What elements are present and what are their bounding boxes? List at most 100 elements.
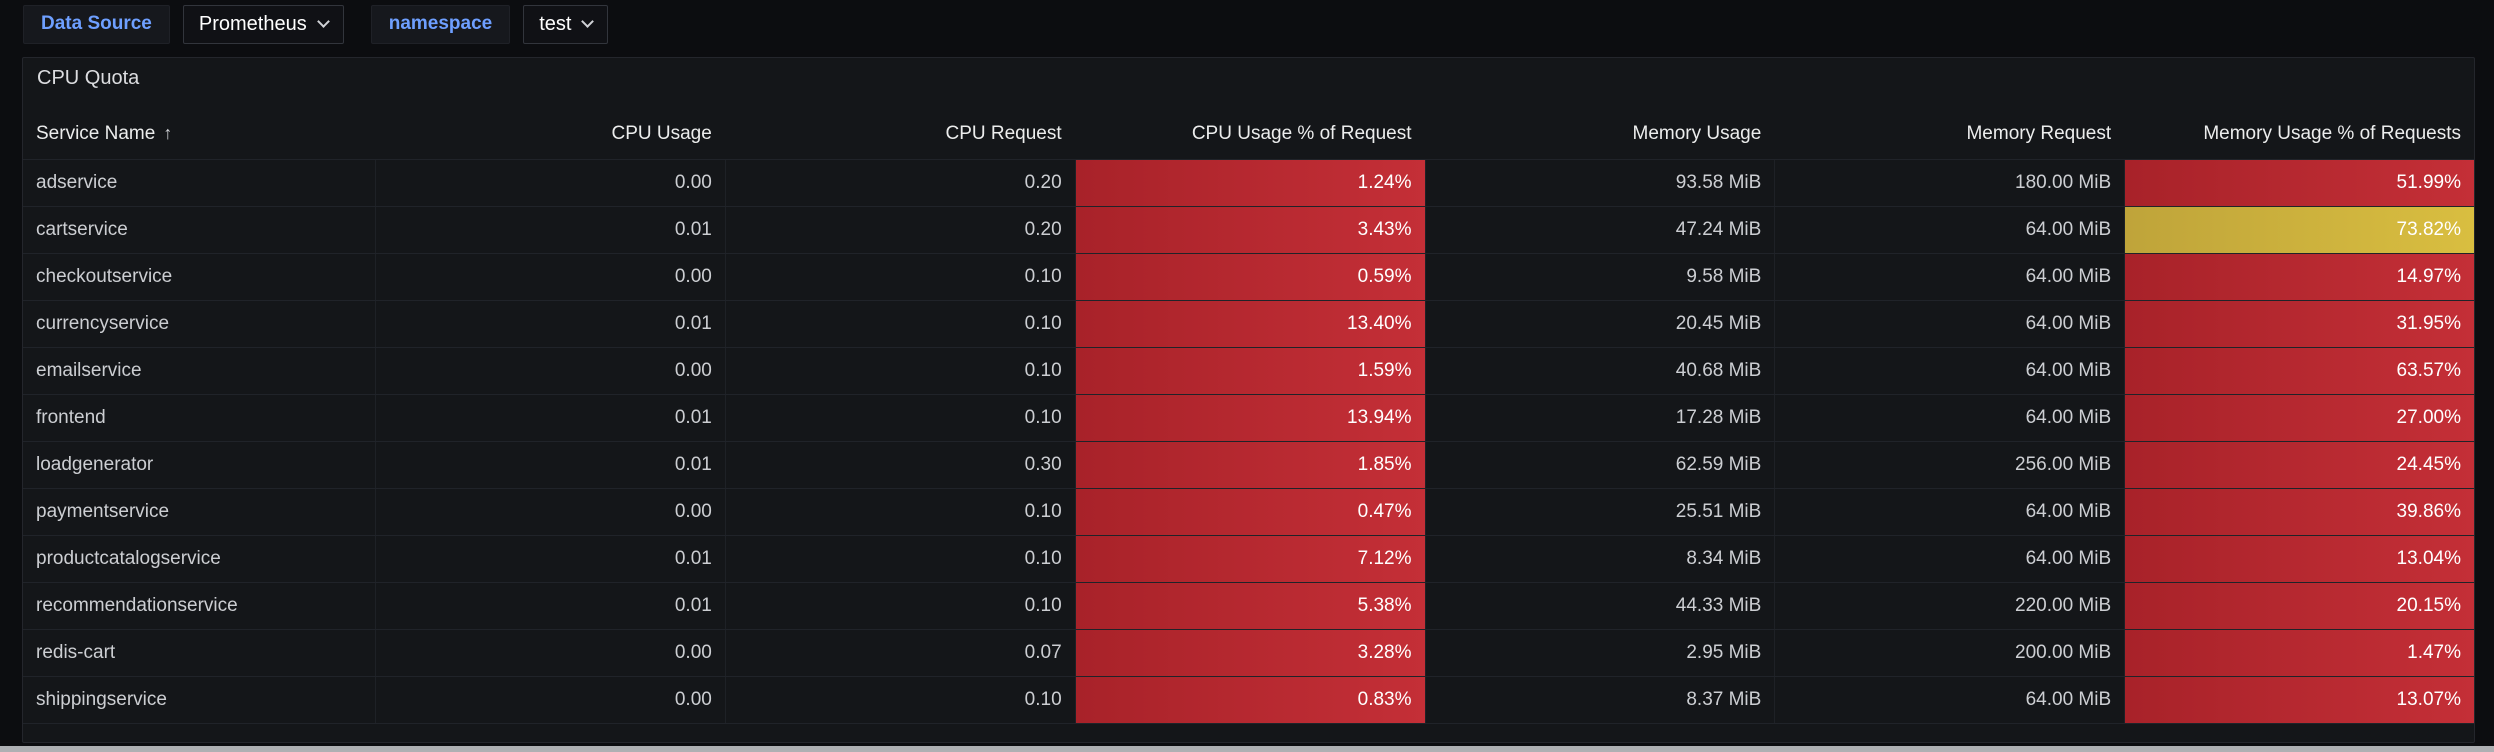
column-header-memory-usage[interactable]: Memory Usage (1425, 108, 1775, 159)
cell-memory-request: 64.00 MiB (1774, 677, 2124, 723)
cell-memory-request: 64.00 MiB (1774, 536, 2124, 582)
cell-memory-usage-pct: 1.47% (2124, 630, 2474, 676)
table-row: emailservice 0.00 0.10 1.59% 40.68 MiB 64.00 … (23, 347, 2474, 394)
cpu-quota-table: Service Name ↑ CPU Usage CPU Request CPU Usa… (23, 108, 2474, 724)
cell-cpu-usage-pct: 7.12% (1074, 536, 1425, 582)
column-header-cpu-usage[interactable]: CPU Usage (375, 108, 725, 159)
cell-cpu-usage-pct: 1.24% (1074, 160, 1425, 206)
column-header-label: Memory Usage % of Requests (2203, 122, 2461, 144)
cell-cpu-usage: 0.00 (375, 254, 725, 300)
cell-memory-usage: 8.34 MiB (1424, 536, 1775, 582)
cell-memory-usage: 25.51 MiB (1424, 489, 1775, 535)
cell-memory-request: 180.00 MiB (1774, 160, 2124, 206)
cell-memory-usage-pct: 13.07% (2124, 677, 2474, 723)
cell-memory-usage-pct: 24.45% (2124, 442, 2474, 488)
cell-cpu-usage-pct: 1.59% (1074, 348, 1425, 394)
column-header-memory-request[interactable]: Memory Request (1774, 108, 2124, 159)
table-row: loadgenerator 0.01 0.30 1.85% 62.59 MiB 256.0… (23, 441, 2474, 488)
cell-cpu-usage-pct: 13.94% (1074, 395, 1425, 441)
table-row: productcatalogservice 0.01 0.10 7.12% 8.34 M… (23, 535, 2474, 582)
cell-service-name: loadgenerator (36, 454, 154, 475)
table-row: adservice 0.00 0.20 1.24% 93.58 MiB 180.00 Mi… (23, 159, 2474, 206)
variable-group-namespace: namespace test (370, 4, 609, 44)
cell-cpu-request: 0.10 (724, 677, 1075, 723)
datasource-dropdown-value: Prometheus (198, 12, 307, 35)
column-header-label: Service Name (36, 122, 156, 144)
cell-cpu-usage: 0.00 (375, 489, 725, 535)
cell-cpu-request: 0.10 (724, 254, 1075, 300)
cell-memory-usage-pct: 27.00% (2124, 395, 2474, 441)
cell-memory-usage-pct: 63.57% (2124, 348, 2474, 394)
cell-memory-usage-pct: 73.82% (2124, 207, 2474, 253)
cell-memory-request: 200.00 MiB (1774, 630, 2124, 676)
cell-memory-usage: 9.58 MiB (1424, 254, 1775, 300)
column-header-cpu-request[interactable]: CPU Request (725, 108, 1075, 159)
cell-memory-usage: 20.45 MiB (1424, 301, 1775, 347)
cell-cpu-usage-pct: 3.28% (1074, 630, 1425, 676)
cell-cpu-request: 0.10 (724, 583, 1075, 629)
namespace-dropdown[interactable]: test (523, 4, 609, 44)
column-header-cpu-usage-of-request[interactable]: CPU Usage % of Request (1075, 108, 1425, 159)
cell-memory-request: 64.00 MiB (1774, 207, 2124, 253)
chevron-down-icon (316, 15, 330, 28)
cell-memory-request: 256.00 MiB (1774, 442, 2124, 488)
cell-service-name: adservice (36, 172, 118, 193)
cell-memory-usage-pct: 13.04% (2124, 536, 2474, 582)
cell-cpu-usage-pct: 0.47% (1074, 489, 1425, 535)
cell-memory-request: 64.00 MiB (1774, 395, 2124, 441)
column-header-label: CPU Request (945, 122, 1062, 144)
cell-service-name: shippingservice (36, 689, 167, 710)
cell-cpu-request: 0.20 (724, 160, 1075, 206)
cell-cpu-request: 0.10 (724, 536, 1075, 582)
cell-cpu-usage: 0.00 (375, 677, 725, 723)
cell-service-name: emailservice (36, 360, 142, 381)
cell-cpu-usage: 0.01 (375, 301, 725, 347)
cell-cpu-usage: 0.01 (375, 395, 725, 441)
cell-service-name: productcatalogservice (36, 548, 221, 569)
cell-cpu-request: 0.10 (724, 348, 1075, 394)
cell-memory-usage: 44.33 MiB (1424, 583, 1775, 629)
variable-label-datasource: Data Source (23, 4, 170, 44)
cell-cpu-usage: 0.00 (375, 348, 725, 394)
cell-cpu-usage-pct: 3.43% (1074, 207, 1425, 253)
column-header-label: Memory Request (1966, 122, 2112, 144)
cell-service-name: checkoutservice (36, 266, 173, 287)
table-row: recommendationservice 0.01 0.10 5.38% 44.33 … (23, 582, 2474, 629)
table-row: redis-cart 0.00 0.07 3.28% 2.95 MiB 200.00 Mi… (23, 629, 2474, 676)
cell-memory-request: 220.00 MiB (1774, 583, 2124, 629)
cell-memory-request: 64.00 MiB (1774, 301, 2124, 347)
cell-memory-usage-pct: 14.97% (2124, 254, 2474, 300)
table-row: paymentservice 0.00 0.10 0.47% 25.51 MiB 64.0… (23, 488, 2474, 535)
cell-cpu-usage-pct: 1.85% (1074, 442, 1425, 488)
cell-memory-request: 64.00 MiB (1774, 348, 2124, 394)
cell-service-name: recommendationservice (36, 595, 238, 616)
cell-cpu-request: 0.30 (724, 442, 1075, 488)
namespace-dropdown-value: test (539, 12, 572, 35)
cpu-quota-panel: CPU Quota Service Name ↑ CPU Usage CPU Requ… (22, 57, 2475, 743)
column-header-memory-usage-of-requests[interactable]: Memory Usage % of Requests (2124, 108, 2474, 159)
cell-cpu-usage-pct: 13.40% (1074, 301, 1425, 347)
cell-cpu-request: 0.07 (724, 630, 1075, 676)
variable-label-namespace: namespace (370, 4, 511, 44)
cell-service-name: cartservice (36, 219, 128, 240)
variable-group-datasource: Data Source Prometheus (23, 4, 344, 44)
cell-cpu-usage: 0.01 (375, 207, 725, 253)
cell-cpu-usage-pct: 0.83% (1074, 677, 1425, 723)
table-row: checkoutservice 0.00 0.10 0.59% 9.58 MiB 64.0… (23, 253, 2474, 300)
cell-cpu-usage-pct: 5.38% (1074, 583, 1425, 629)
cell-service-name: paymentservice (36, 501, 170, 522)
panel-title[interactable]: CPU Quota (37, 66, 140, 89)
cell-cpu-request: 0.20 (724, 207, 1075, 253)
table-row: cartservice 0.01 0.20 3.43% 47.24 MiB 64.00 M… (23, 206, 2474, 253)
cell-cpu-usage: 0.00 (375, 630, 725, 676)
cell-memory-usage: 93.58 MiB (1424, 160, 1775, 206)
cell-cpu-usage: 0.01 (375, 536, 725, 582)
datasource-dropdown[interactable]: Prometheus (182, 4, 344, 44)
cell-cpu-usage: 0.01 (375, 442, 725, 488)
cell-service-name: frontend (36, 407, 106, 428)
table-row: currencyservice 0.01 0.10 13.40% 20.45 MiB 64… (23, 300, 2474, 347)
dashboard-variables-toolbar: Data Source Prometheus namespace test (23, 4, 609, 44)
table-row: frontend 0.01 0.10 13.94% 17.28 MiB 64.00 MiB… (23, 394, 2474, 441)
cell-cpu-usage: 0.01 (375, 583, 725, 629)
column-header-service-name[interactable]: Service Name ↑ (23, 108, 375, 159)
